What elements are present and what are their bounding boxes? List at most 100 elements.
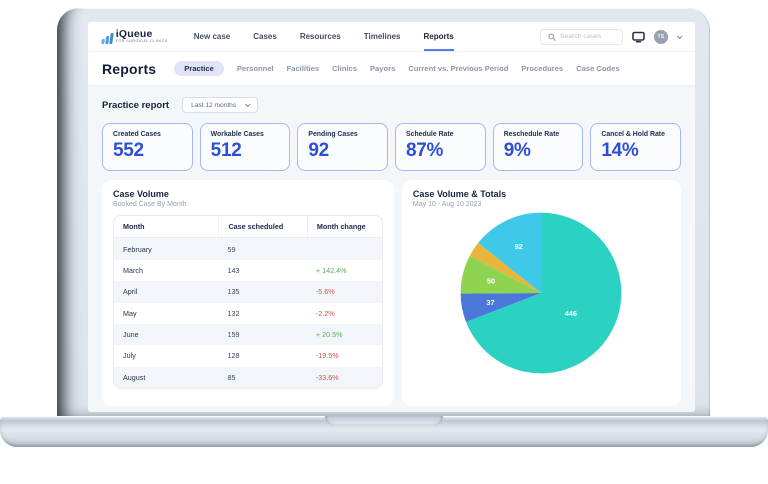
chevron-down-icon[interactable] <box>676 32 683 39</box>
stat-card-value: 552 <box>113 140 144 161</box>
month-cell: March <box>123 265 143 275</box>
stat-card-created-cases: Created Cases 552 <box>102 123 193 171</box>
change-cell <box>307 238 382 259</box>
change-cell: -19.5% <box>315 351 339 361</box>
pie-panel-subtitle: May 10 - Aug 10 2023 <box>412 201 482 208</box>
search-icon <box>548 32 556 41</box>
report-body: Practice report Last 12 months Created C… <box>88 86 695 412</box>
nav-item-cases[interactable]: Cases <box>253 32 277 41</box>
stat-card-label: Reschedule Rate <box>503 131 560 138</box>
stat-card-value: 14% <box>601 140 639 161</box>
stat-card-cancel-hold-rate: Cancel & Hold Rate 14% <box>590 123 682 171</box>
table-row: April 135 -5.6% <box>114 281 382 303</box>
scheduled-cell: 59 <box>227 244 236 254</box>
top-nav-bar: iQueue FOR SURGICAL CLINICS New case Case… <box>88 22 695 52</box>
stat-card-value: 87% <box>406 140 444 161</box>
user-avatar[interactable]: TS <box>654 29 668 44</box>
stat-card-value: 9% <box>503 140 531 161</box>
scheduled-cell: 143 <box>227 265 240 275</box>
month-cell: June <box>123 330 139 340</box>
case-volume-panel: Case Volume Booked Case By Month Month Ca… <box>102 180 394 406</box>
nav-item-resources[interactable]: Resources <box>299 32 341 41</box>
stat-card-label: Schedule Rate <box>406 131 454 138</box>
stat-card-label: Pending Cases <box>308 131 358 138</box>
tab-payors[interactable]: Payors <box>369 64 396 73</box>
scheduled-cell: 132 <box>227 308 240 318</box>
pie-slice-label: 446 <box>565 309 577 318</box>
change-cell: -2.2% <box>315 308 335 318</box>
stat-card-reschedule-rate: Reschedule Rate 9% <box>492 123 584 171</box>
reports-header-row: Reports Practice Personnel Facilities Clini… <box>88 52 695 86</box>
stat-card-value: 92 <box>308 140 329 161</box>
laptop-hinge-notch <box>325 416 443 425</box>
stat-card-workable-cases: Workable Cases 512 <box>199 123 291 171</box>
change-cell: + 20.5% <box>315 330 343 340</box>
case-volume-table: Month Case scheduled Month change February 5… <box>113 215 383 389</box>
chevron-down-icon <box>244 101 251 108</box>
pie-slice-unlabeled <box>470 242 542 293</box>
table-row: March 143 + 142.4% <box>114 260 382 281</box>
stat-card-pending-cases: Pending Cases 92 <box>297 123 389 171</box>
pie-slice-446 <box>466 212 622 374</box>
table-row: May 132 -2.2% <box>114 303 382 324</box>
case-volume-totals-panel: Case Volume & Totals May 10 - Aug 10 202… <box>401 180 681 406</box>
tab-clinics[interactable]: Clinics <box>332 64 357 73</box>
period-select[interactable]: Last 12 months <box>182 97 259 113</box>
report-tabs: Practice Personnel Facilities Clinics Payors… <box>174 61 620 76</box>
nav-item-new-case[interactable]: New case <box>193 32 231 41</box>
change-cell: -33.6% <box>315 372 339 382</box>
laptop-lid: iQueue FOR SURGICAL CLINICS New case Case… <box>57 8 710 418</box>
tab-facilities[interactable]: Facilities <box>286 64 320 73</box>
month-cell: May <box>123 308 137 318</box>
search-box <box>540 28 623 45</box>
column-header: Case scheduled <box>218 216 306 238</box>
tab-practice[interactable]: Practice <box>174 61 224 76</box>
pie-slice-label: 50 <box>487 276 495 285</box>
scheduled-cell: 159 <box>227 330 240 340</box>
page-title: Reports <box>102 60 157 77</box>
monitor-icon[interactable] <box>632 31 645 43</box>
scheduled-cell: 135 <box>227 287 240 297</box>
logo-name: iQueue <box>115 27 153 40</box>
case-volume-subtitle: Booked Case By Month <box>113 201 187 208</box>
table-header-row: Month Case scheduled Month change <box>114 216 382 239</box>
column-header: Month <box>123 222 145 232</box>
pie-slice-label: 37 <box>487 298 495 307</box>
stat-card-schedule-rate: Schedule Rate 87% <box>395 123 486 171</box>
stat-card-label: Workable Cases <box>210 131 264 138</box>
app-window: iQueue FOR SURGICAL CLINICS New case Case… <box>88 22 695 412</box>
pie-slice-50 <box>461 255 542 294</box>
logo-tagline: FOR SURGICAL CLINICS <box>115 39 168 44</box>
stat-card-label: Created Cases <box>113 131 161 138</box>
stat-card-value: 512 <box>210 140 242 161</box>
month-cell: February <box>123 244 152 254</box>
column-header: Month change <box>306 216 382 238</box>
bar-chart-logo-icon <box>101 33 114 45</box>
pie-slice-label: 92 <box>515 242 523 251</box>
pie-panel-title: Case Volume & Totals <box>412 189 507 199</box>
scheduled-cell: 128 <box>227 351 240 361</box>
month-cell: July <box>123 351 136 361</box>
change-cell: -5.6% <box>315 287 335 297</box>
table-row: July 128 -19.5% <box>114 345 382 366</box>
tab-current-vs-previous-period[interactable]: Current vs. Previous Period <box>408 64 509 73</box>
change-cell: + 142.4% <box>315 265 347 275</box>
month-cell: August <box>123 372 146 382</box>
main-nav: New case Cases Resources Timelines Reports <box>194 22 454 51</box>
table-row: June 159 + 20.5% <box>114 323 382 346</box>
case-volume-title: Case Volume <box>113 189 169 199</box>
table-row: February 59 <box>114 238 382 260</box>
pie-slice-37 <box>461 293 542 322</box>
practice-report-label: Practice report <box>102 99 170 111</box>
pie-slice-92 <box>478 212 542 293</box>
nav-item-timelines[interactable]: Timelines <box>363 32 401 41</box>
search-input[interactable] <box>560 33 615 40</box>
nav-item-reports[interactable]: Reports <box>423 22 454 51</box>
tab-procedures[interactable]: Procedures <box>521 64 564 73</box>
scheduled-cell: 85 <box>227 372 236 382</box>
tab-case-codes[interactable]: Case Codes <box>576 64 620 73</box>
tab-personnel[interactable]: Personnel <box>236 64 274 73</box>
case-volume-pie-chart[interactable]: 446 37 50 92 <box>459 211 623 375</box>
iqueue-logo[interactable]: iQueue FOR SURGICAL CLINICS <box>101 27 168 45</box>
